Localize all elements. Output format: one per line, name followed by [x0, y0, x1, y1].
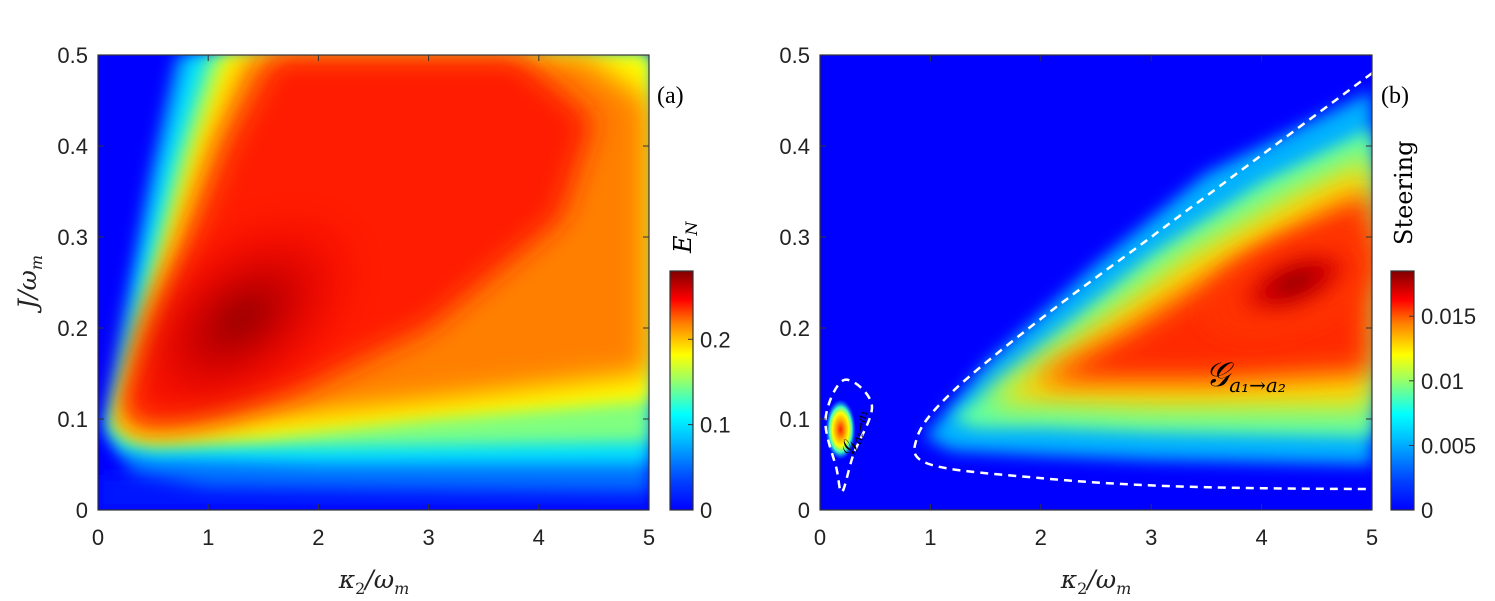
y-axis-label-a: J/ωm: [13, 255, 46, 314]
svg-text:EN: EN: [669, 220, 701, 254]
svg-text:Steering: Steering: [1390, 141, 1418, 245]
x-tick-label: 4: [533, 525, 545, 550]
x-tick-label: 3: [1145, 525, 1157, 550]
y-tick-label: 0: [76, 498, 88, 523]
colorbar-a: [670, 271, 693, 510]
x-tick-label: 1: [924, 525, 936, 550]
svg-text:J/ωm: J/ωm: [13, 255, 46, 314]
colorbar-tick-label: 0.005: [1421, 433, 1476, 458]
x-axis-label-b: κ2/ωm: [1060, 565, 1132, 598]
x-tick-label: 4: [1255, 525, 1267, 550]
axes-frame-a: [97, 54, 650, 511]
panel-b: 0 1 2 3 4 500.10.20.30.40.5 κ2/ωm (b) 𝒢a₁→a₂ …: [779, 43, 1476, 598]
x-tick-label: 3: [422, 525, 434, 550]
colorbar-tick-label: 0.01: [1421, 369, 1464, 394]
x-tick-label: 2: [1035, 525, 1047, 550]
y-tick-label: 0.2: [57, 316, 88, 341]
y-tick-label: 0.2: [779, 316, 810, 341]
x-tick-label: 5: [1366, 525, 1378, 550]
ticks-a: 0 1 2 3 4 5 0 0.1 0.2 0.3 0.4 0.5: [57, 43, 655, 550]
svg-text:𝒢a₂→a₁: 𝒢a₂→a₁: [836, 407, 870, 459]
y-tick-label: 0.1: [57, 407, 88, 432]
annotation-g-a2-a1: 𝒢a₂→a₁: [836, 407, 870, 459]
axes-frame-b: [819, 54, 1373, 511]
y-tick-label: 0: [798, 498, 810, 523]
x-tick-label: 0: [92, 525, 104, 550]
ticks-b: 0 1 2 3 4 5 0 0.1 0.2 0.3 0.4 0.5: [779, 43, 1378, 550]
annotation-g-a1-a2: 𝒢a₁→a₂: [1205, 355, 1286, 397]
heatmap-b-small-peak: [825, 399, 856, 460]
heatmap-a: [98, 55, 649, 510]
x-tick-label: 2: [312, 525, 324, 550]
colorbar-a-frame: [669, 270, 694, 511]
x-tick-label: 1: [202, 525, 214, 550]
heatmap-b: [820, 55, 1372, 510]
y-tick-label: 0.3: [57, 225, 88, 250]
colorbar-b-ticks: 0 0.005 0.01 0.015: [1409, 304, 1476, 523]
boundary-small-dashed: [824, 378, 874, 494]
colorbar-b: [1391, 271, 1414, 510]
colorbar-tick-label: 0.1: [700, 413, 731, 438]
y-tick-label: 0.1: [779, 407, 810, 432]
y-tick-label: 0.4: [57, 134, 88, 159]
heatmap-b-peak: [1190, 216, 1372, 349]
colorbar-b-label: Steering: [1390, 141, 1418, 245]
y-tick-label: 0.4: [779, 134, 810, 159]
y-tick-label: 0.3: [779, 225, 810, 250]
y-tick-label: 0.5: [57, 43, 88, 68]
panel-a: 0 1 2 3 4 500.10.20.30.40.5 J/ωm κ2/ωm (a) 00…: [13, 43, 731, 598]
colorbar-b-frame: [1390, 270, 1415, 511]
x-tick-label: 0: [814, 525, 826, 550]
panel-tag-b: (b): [1381, 83, 1409, 109]
colorbar-tick-label: 0: [1421, 498, 1433, 523]
colorbar-tick-label: 0.2: [700, 327, 731, 352]
heatmap-a-peak: [110, 202, 372, 436]
panel-tag-a: (a): [657, 83, 684, 109]
x-tick-label: 5: [643, 525, 655, 550]
colorbar-tick-label: 0: [700, 498, 712, 523]
y-tick-label: 0.5: [779, 43, 810, 68]
x-axis-label-a: κ2/ωm: [338, 565, 410, 598]
colorbar-a-label: EN: [669, 220, 701, 254]
colorbar-tick-label: 0.015: [1421, 304, 1476, 329]
colorbar-a-ticks: 0 0.1 0.2: [688, 327, 731, 523]
